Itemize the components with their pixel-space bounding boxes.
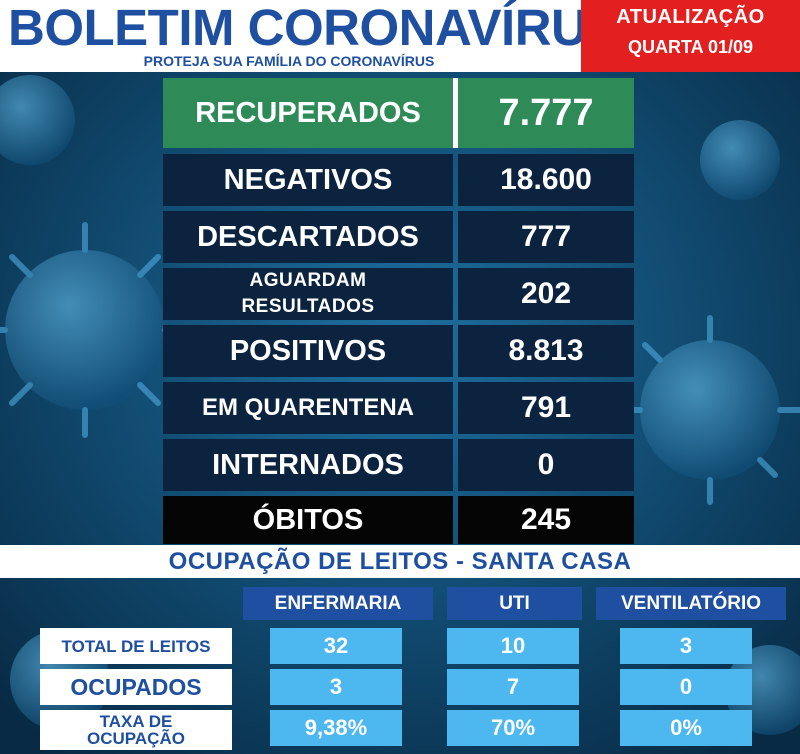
- bed-cell: 7: [447, 669, 579, 705]
- bed-row-label-line1: TAXA DE: [99, 712, 173, 731]
- page-subtitle: PROTEJA SUA FAMÍLIA DO CORONAVÍRUS: [143, 53, 435, 69]
- stat-label-line1: AGUARDAM: [249, 270, 367, 292]
- bed-row-label-ocupados: OCUPADOS: [40, 669, 232, 705]
- bed-cell: 3: [620, 628, 752, 664]
- update-badge: ATUALIZAÇÃO QUARTA 01/09: [581, 0, 800, 72]
- bed-col-uti: UTI: [447, 587, 582, 620]
- update-date: QUARTA 01/09: [627, 37, 754, 57]
- stat-value: 777: [458, 211, 634, 263]
- bed-col-enfermaria: ENFERMARIA: [243, 587, 433, 620]
- stat-label: INTERNADOS: [163, 439, 453, 491]
- bed-cell: 3: [270, 669, 402, 705]
- stat-label: POSITIVOS: [163, 325, 453, 377]
- update-label: ATUALIZAÇÃO: [616, 6, 765, 28]
- page-title: BOLETIM CORONAVÍRUS: [8, 0, 621, 56]
- bed-cell: 0: [620, 669, 752, 705]
- stat-label: ÓBITOS: [163, 496, 453, 544]
- stat-value: 202: [458, 268, 634, 320]
- bed-cell: 10: [447, 628, 579, 664]
- bed-row-label-taxa: TAXA DE OCUPAÇÃO: [40, 710, 232, 750]
- stat-value: 0: [458, 439, 634, 491]
- bed-cell: 9,38%: [270, 710, 402, 746]
- stat-value: 791: [458, 382, 634, 434]
- beds-section-title: OCUPAÇÃO DE LEITOS - SANTA CASA: [168, 548, 632, 575]
- bed-cell: 70%: [447, 710, 579, 746]
- stat-label: AGUARDAM RESULTADOS: [163, 268, 453, 320]
- stat-label: EM QUARENTENA: [163, 382, 453, 434]
- beds-title-bar: [0, 545, 800, 578]
- stat-value: 7.777: [458, 78, 634, 148]
- stat-value: 8.813: [458, 325, 634, 377]
- bed-row-label-total: TOTAL DE LEITOS: [40, 628, 232, 664]
- bed-col-ventilatorio: VENTILATÓRIO: [596, 587, 786, 620]
- bed-cell: 32: [270, 628, 402, 664]
- bed-row-label-line2: OCUPAÇÃO: [87, 729, 185, 748]
- stat-label-line2: RESULTADOS: [241, 296, 375, 317]
- stat-label: RECUPERADOS: [163, 78, 453, 148]
- stat-label: NEGATIVOS: [163, 154, 453, 206]
- row-divider: [453, 78, 458, 148]
- stat-value: 245: [458, 496, 634, 544]
- stat-value: 18.600: [458, 154, 634, 206]
- bed-cell: 0%: [620, 710, 752, 746]
- stat-label: DESCARTADOS: [163, 211, 453, 263]
